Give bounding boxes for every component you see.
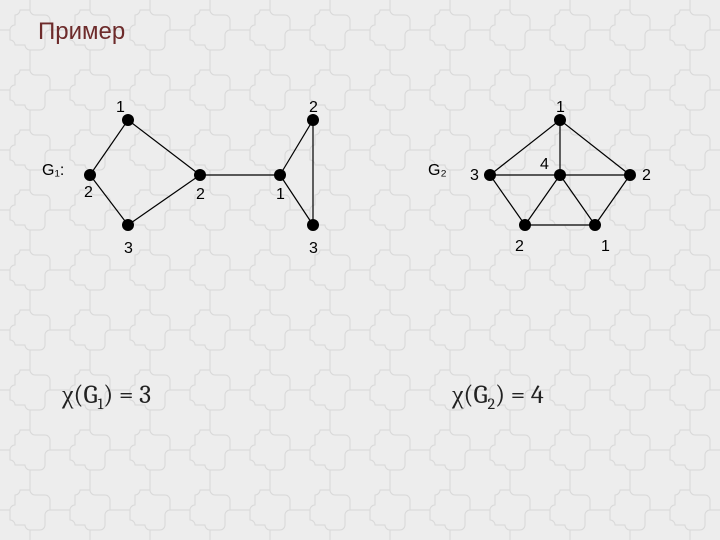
- node-label: 1: [601, 238, 610, 255]
- graph-node: [122, 219, 134, 231]
- graph-edge: [128, 175, 200, 225]
- node-label: 3: [470, 167, 479, 184]
- graph-edge: [490, 120, 560, 175]
- slide: Пример G₁:1232123G₂123421 χ(G1) = 3 χ(G2…: [0, 0, 720, 540]
- node-label: 1: [276, 186, 285, 203]
- graph-node: [519, 219, 531, 231]
- graph-edge: [280, 175, 313, 225]
- graph-node: [484, 169, 496, 181]
- graph-edge: [525, 175, 560, 225]
- graph-node: [307, 219, 319, 231]
- graph-edge: [280, 120, 313, 175]
- node-label: 2: [515, 238, 524, 255]
- graph-edge: [490, 175, 525, 225]
- node-label: 2: [84, 184, 93, 201]
- chi-g2-formula: χ(G2) = 4: [452, 380, 544, 413]
- graph-node: [84, 169, 96, 181]
- graph-edge: [560, 175, 595, 225]
- graph-edge: [595, 175, 630, 225]
- graph-node: [194, 169, 206, 181]
- graph-edge: [560, 120, 630, 175]
- graph-node: [274, 169, 286, 181]
- node-label: 3: [309, 240, 318, 257]
- graph-node: [624, 169, 636, 181]
- chi-g1-formula: χ(G1) = 3: [62, 380, 151, 413]
- node-label: 2: [642, 167, 651, 184]
- node-label: 3: [124, 240, 133, 257]
- graph-node: [589, 219, 601, 231]
- node-label: 4: [540, 156, 549, 173]
- graphs-canvas: G₁: 1 2 3 2 1 2 3 G₂ 1 2 3 4 2 1: [0, 0, 720, 540]
- node-label: 1: [116, 99, 125, 116]
- graph-edge: [90, 120, 128, 175]
- graph-name-label: G₁:: [42, 162, 64, 179]
- graph-name-label: G₂: [428, 162, 447, 179]
- graph-edge: [128, 120, 200, 175]
- node-label: 2: [309, 99, 318, 116]
- node-label: 1: [556, 99, 565, 116]
- node-label: 2: [196, 186, 205, 203]
- graph-node: [554, 169, 566, 181]
- graph-edge: [90, 175, 128, 225]
